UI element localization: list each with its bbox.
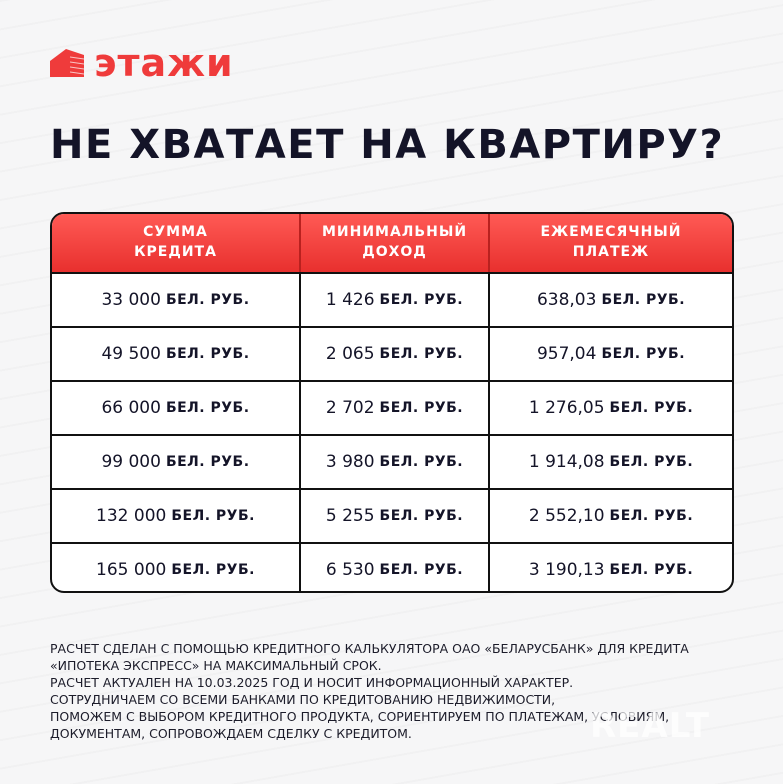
cell-value: 2 702 <box>325 398 375 418</box>
cell-loan-amount: 99 000 БЕЛ. РУБ. <box>52 436 299 488</box>
cell-unit: БЕЛ. РУБ. <box>379 400 464 416</box>
cell-unit: БЕЛ. РУБ. <box>379 346 464 362</box>
page-title: НЕ ХВАТАЕТ НА КВАРТИРУ? <box>50 122 725 168</box>
disclaimer-line: РАСЧЕТ АКТУАЛЕН НА 10.03.2025 ГОД И НОСИ… <box>50 675 574 690</box>
cell-unit: БЕЛ. РУБ. <box>165 400 250 416</box>
cell-loan-amount: 66 000 БЕЛ. РУБ. <box>52 382 299 434</box>
cell-min-income: 1 426 БЕЛ. РУБ. <box>299 274 488 326</box>
cell-unit: БЕЛ. РУБ. <box>609 508 694 524</box>
cell-value: 2 552,10 <box>528 506 605 526</box>
cell-value: 1 914,08 <box>528 452 605 472</box>
cell-value: 99 000 <box>101 452 161 472</box>
cell-value: 66 000 <box>101 398 161 418</box>
cell-monthly-payment: 2 552,10 БЕЛ. РУБ. <box>488 490 732 542</box>
cell-min-income: 2 065 БЕЛ. РУБ. <box>299 328 488 380</box>
disclaimer-line: ПОМОЖЕМ С ВЫБОРОМ КРЕДИТНОГО ПРОДУКТА, С… <box>50 709 670 741</box>
cell-value: 132 000 <box>96 506 167 526</box>
cell-value: 638,03 <box>536 290 597 310</box>
cell-loan-amount: 33 000 БЕЛ. РУБ. <box>52 274 299 326</box>
cell-monthly-payment: 957,04 БЕЛ. РУБ. <box>488 328 732 380</box>
table-row: 49 500 БЕЛ. РУБ. 2 065 БЕЛ. РУБ. 957,04 БЕЛ. … <box>52 326 732 380</box>
cell-unit: БЕЛ. РУБ. <box>609 562 694 578</box>
header-min-income: МИНИМАЛЬНЫЙ ДОХОД <box>299 214 488 272</box>
cell-unit: БЕЛ. РУБ. <box>165 346 250 362</box>
cell-loan-amount: 49 500 БЕЛ. РУБ. <box>52 328 299 380</box>
cell-value: 6 530 <box>325 560 375 580</box>
cell-loan-amount: 132 000 БЕЛ. РУБ. <box>52 490 299 542</box>
cell-min-income: 2 702 БЕЛ. РУБ. <box>299 382 488 434</box>
cell-value: 3 190,13 <box>528 560 605 580</box>
cell-min-income: 5 255 БЕЛ. РУБ. <box>299 490 488 542</box>
cell-unit: БЕЛ. РУБ. <box>379 292 464 308</box>
disclaimer: РАСЧЕТ СДЕЛАН С ПОМОЩЬЮ КРЕДИТНОГО КАЛЬК… <box>50 640 750 742</box>
cell-unit: БЕЛ. РУБ. <box>601 346 686 362</box>
cell-unit: БЕЛ. РУБ. <box>171 562 255 578</box>
table-row: 165 000 БЕЛ. РУБ. 6 530 БЕЛ. РУБ. 3 190,13 БЕ… <box>52 542 732 591</box>
cell-unit: БЕЛ. РУБ. <box>165 454 250 470</box>
cell-unit: БЕЛ. РУБ. <box>165 292 250 308</box>
cell-min-income: 3 980 БЕЛ. РУБ. <box>299 436 488 488</box>
cell-loan-amount: 165 000 БЕЛ. РУБ. <box>52 544 299 591</box>
cell-value: 3 980 <box>325 452 375 472</box>
disclaimer-line: РАСЧЕТ СДЕЛАН С ПОМОЩЬЮ КРЕДИТНОГО КАЛЬК… <box>50 641 689 673</box>
cell-unit: БЕЛ. РУБ. <box>379 562 464 578</box>
table-row: 132 000 БЕЛ. РУБ. 5 255 БЕЛ. РУБ. 2 552,10 БЕ… <box>52 488 732 542</box>
header-monthly-payment: ЕЖЕМЕСЯЧНЫЙ ПЛАТЕЖ <box>488 214 732 272</box>
disclaimer-line: СОТРУДНИЧАЕМ СО ВСЕМИ БАНКАМИ ПО КРЕДИТО… <box>50 692 556 707</box>
table-header: СУММА КРЕДИТА МИНИМАЛЬНЫЙ ДОХОД ЕЖЕМЕСЯЧ… <box>52 214 732 272</box>
cell-monthly-payment: 1 276,05 БЕЛ. РУБ. <box>488 382 732 434</box>
cell-value: 2 065 <box>325 344 375 364</box>
cell-unit: БЕЛ. РУБ. <box>609 400 694 416</box>
cell-value: 1 276,05 <box>528 398 605 418</box>
watermark: REALT <box>590 706 710 746</box>
cell-monthly-payment: 1 914,08 БЕЛ. РУБ. <box>488 436 732 488</box>
brand-name: этажи <box>94 41 234 85</box>
cell-unit: БЕЛ. РУБ. <box>609 454 694 470</box>
cell-monthly-payment: 3 190,13 БЕЛ. РУБ. <box>488 544 732 591</box>
cell-value: 49 500 <box>101 344 161 364</box>
cell-value: 165 000 <box>96 560 167 580</box>
table-row: 66 000 БЕЛ. РУБ. 2 702 БЕЛ. РУБ. 1 276,05 БЕЛ… <box>52 380 732 434</box>
building-icon <box>50 49 84 77</box>
cell-unit: БЕЛ. РУБ. <box>171 508 255 524</box>
cell-unit: БЕЛ. РУБ. <box>601 292 686 308</box>
header-loan-amount: СУММА КРЕДИТА <box>134 224 217 260</box>
cell-value: 33 000 <box>101 290 161 310</box>
cell-monthly-payment: 638,03 БЕЛ. РУБ. <box>488 274 732 326</box>
table-row: 33 000 БЕЛ. РУБ. 1 426 БЕЛ. РУБ. 638,03 БЕЛ. … <box>52 272 732 326</box>
cell-unit: БЕЛ. РУБ. <box>379 454 464 470</box>
cell-min-income: 6 530 БЕЛ. РУБ. <box>299 544 488 591</box>
cell-value: 1 426 <box>325 290 375 310</box>
table-row: 99 000 БЕЛ. РУБ. 3 980 БЕЛ. РУБ. 1 914,08 БЕЛ… <box>52 434 732 488</box>
brand-logo: этажи <box>50 44 234 82</box>
cell-unit: БЕЛ. РУБ. <box>379 508 464 524</box>
cell-value: 957,04 <box>536 344 597 364</box>
credit-table: СУММА КРЕДИТА МИНИМАЛЬНЫЙ ДОХОД ЕЖЕМЕСЯЧ… <box>50 212 734 593</box>
cell-value: 5 255 <box>325 506 375 526</box>
